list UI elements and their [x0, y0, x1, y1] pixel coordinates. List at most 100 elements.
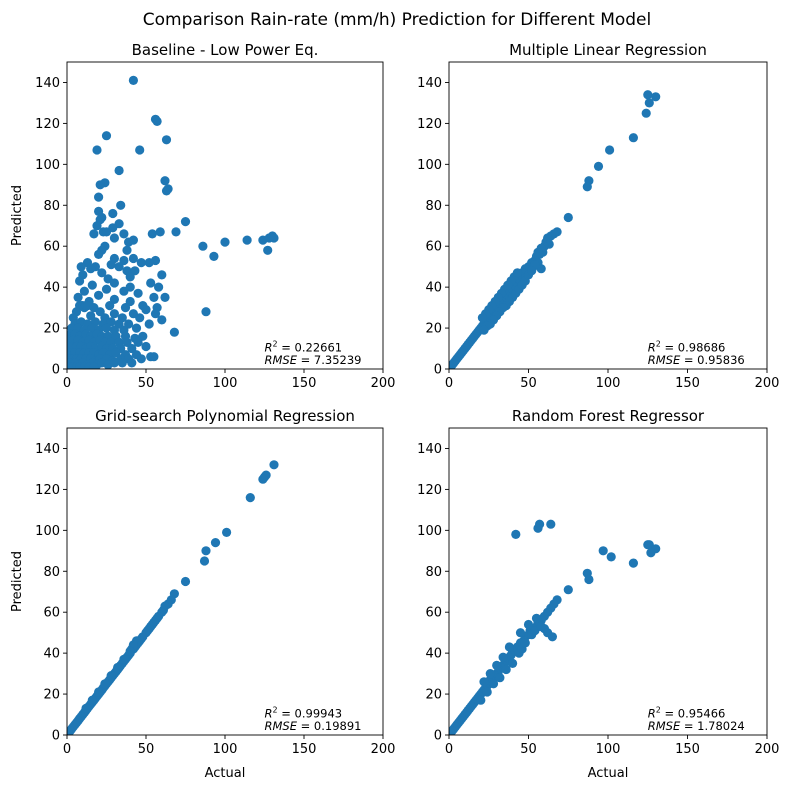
scatter-point: [127, 358, 137, 368]
scatter-point: [109, 309, 119, 319]
x-tick-label: 50: [520, 742, 537, 757]
scatter-point: [504, 642, 514, 652]
scatter-point: [135, 145, 145, 155]
scatter-point: [128, 253, 138, 264]
scatter-point: [125, 646, 135, 656]
scatter-point: [523, 619, 534, 630]
rmse-annotation: RMSE = 0.19891: [265, 719, 362, 733]
scatter-point: [73, 292, 83, 302]
scatter-point: [141, 305, 151, 315]
scatter-point: [531, 613, 542, 623]
scatter-point: [199, 556, 210, 566]
scatter-point: [605, 145, 615, 155]
scatter-point: [515, 628, 526, 638]
y-tick-label: 20: [425, 322, 442, 337]
scatter-point: [606, 552, 616, 562]
scatter-point: [476, 695, 486, 705]
scatter-point: [131, 323, 142, 333]
subplot-4: 0 50 100 150 200 0 20 40 60 80 100 120 140 Random For…: [417, 407, 779, 781]
scatter-point: [222, 527, 232, 538]
scatter-point: [584, 574, 594, 585]
x-tick-label: 200: [371, 742, 396, 757]
scatter-point: [89, 229, 99, 239]
scatter-point: [482, 687, 492, 697]
scatter-point: [116, 200, 126, 210]
scatter-point: [536, 621, 546, 632]
scatter-point: [492, 660, 502, 671]
y-tick-label: 0: [52, 363, 60, 378]
x-tick-label: 50: [138, 742, 155, 757]
scatter-point: [100, 679, 110, 689]
scatter-point: [76, 262, 86, 272]
x-tick-label: 0: [445, 742, 453, 757]
scatter-point: [125, 272, 135, 282]
x-tick-label: 150: [292, 742, 317, 757]
x-tick-label: 50: [520, 376, 537, 391]
y-tick-label: 0: [434, 363, 442, 378]
scatter-point: [547, 632, 558, 642]
scatter-point: [479, 325, 489, 335]
scatter-point: [144, 319, 154, 329]
x-tick-label: 150: [675, 742, 700, 757]
scatter-point: [128, 75, 138, 85]
x-tick-label: 100: [213, 376, 238, 391]
scatter-point: [477, 313, 487, 323]
scatter-point: [87, 280, 97, 290]
scatter-point: [641, 108, 651, 118]
scatter-point: [198, 241, 208, 251]
y-tick-label: 40: [43, 281, 60, 296]
scatter-point: [94, 687, 104, 697]
scatter-point: [520, 638, 530, 648]
scatter-point: [644, 98, 654, 108]
x-tick-label: 150: [292, 376, 317, 391]
scatter-point: [643, 90, 653, 100]
scatter-point: [108, 208, 118, 219]
scatter-point: [135, 313, 145, 323]
scatter-point: [546, 519, 556, 529]
scatter-point: [498, 652, 508, 662]
scatter-point: [160, 176, 170, 186]
scatter-points: [449, 90, 661, 369]
scatter-point: [87, 695, 97, 705]
scatter-point: [646, 548, 656, 558]
x-tick-label: 50: [138, 376, 155, 391]
x-tick-label: 200: [755, 742, 780, 757]
scatter-point: [503, 280, 513, 290]
y-tick-label: 60: [425, 240, 442, 255]
y-tick-label: 140: [417, 76, 442, 91]
scatter-point: [101, 284, 112, 294]
scatter-point: [117, 358, 127, 368]
scatter-point: [485, 669, 495, 679]
scatter-point: [67, 728, 74, 735]
rmse-annotation: RMSE = 1.78024: [648, 719, 745, 733]
scatter-point: [120, 303, 131, 313]
scatter-point: [119, 286, 129, 296]
y-tick-label: 80: [43, 199, 60, 214]
scatter-point: [89, 362, 99, 369]
scatter-point: [106, 260, 116, 270]
scatter-point: [533, 523, 543, 533]
rmse-annotation: RMSE = 7.35239: [265, 353, 362, 367]
scatter-point: [593, 161, 604, 171]
x-tick-label: 0: [63, 742, 71, 757]
scatter-point: [161, 135, 172, 145]
scatter-points: [67, 460, 279, 735]
y-tick-label: 0: [434, 729, 442, 744]
scatter-point: [149, 352, 159, 362]
scatter-point: [242, 235, 252, 245]
scatter-point: [495, 673, 505, 683]
scatter-point: [160, 292, 170, 302]
scatter-points: [449, 519, 661, 735]
scatter-point: [109, 278, 119, 288]
subplot-title: Baseline - Low Power Eq.: [132, 41, 319, 59]
subplot-2: 0 50 100 150 200 0 20 40 60 80 100 120 140 Multiple L…: [417, 41, 779, 391]
scatter-point: [161, 186, 172, 196]
scatter-point: [109, 358, 119, 368]
scatter-point: [95, 180, 105, 190]
subplot-title: Random Forest Regressor: [512, 407, 705, 425]
scatter-point: [146, 278, 156, 288]
scatter-point: [122, 245, 132, 255]
y-tick-label: 140: [35, 442, 60, 457]
x-tick-label: 100: [596, 742, 621, 757]
y-tick-label: 20: [425, 688, 442, 703]
